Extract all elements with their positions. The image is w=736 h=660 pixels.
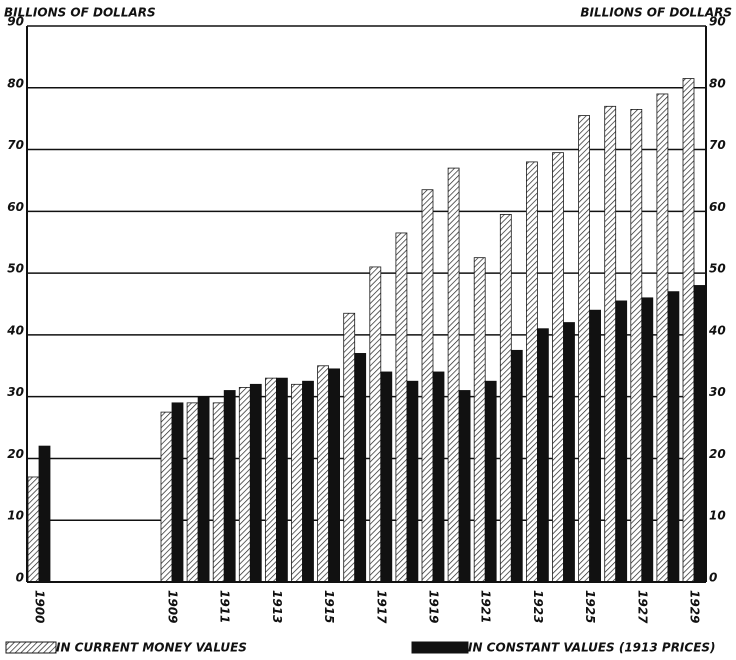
bar — [328, 368, 341, 583]
x-tick-label: 1913 — [270, 590, 284, 623]
bar — [275, 377, 288, 583]
x-tick-label: 1909 — [166, 590, 180, 623]
bar — [589, 309, 601, 583]
bar — [380, 371, 393, 583]
bar — [537, 328, 549, 583]
y-axis-title: BILLIONS OF DOLLARS — [4, 6, 156, 20]
bar — [197, 396, 210, 583]
bar — [693, 285, 706, 583]
legend-label: IN CURRENT MONEY VALUES — [56, 641, 247, 655]
bar — [264, 377, 277, 583]
bar — [238, 386, 251, 583]
bar — [291, 383, 303, 583]
y-tick-label: 70 — [7, 138, 24, 152]
y2-tick-label: 10 — [709, 509, 726, 523]
x-tick-label: 1900 — [33, 590, 47, 623]
bar — [473, 257, 486, 583]
bar — [552, 152, 564, 583]
legend: IN CURRENT MONEY VALUES IN CONSTANT VALUE… — [5, 641, 716, 655]
bar — [604, 105, 617, 583]
y-tick-label: 50 — [7, 262, 24, 276]
x-tick-label: 1915 — [322, 590, 336, 623]
bar — [447, 167, 460, 583]
y2-tick-label: 90 — [709, 15, 726, 29]
bar — [630, 109, 643, 583]
bar — [682, 78, 695, 583]
bar — [406, 380, 419, 583]
x-tick-label: 1923 — [531, 590, 545, 623]
x-tick-label: 1929 — [688, 590, 702, 623]
y-tick-label: 30 — [7, 385, 24, 399]
bar — [667, 291, 680, 583]
x-tick-label: 1917 — [374, 590, 388, 624]
bar — [171, 402, 184, 583]
x-tick-label: 1919 — [427, 590, 441, 623]
y-tick-label: 90 — [7, 15, 24, 29]
x-tick-label: 1927 — [635, 590, 649, 624]
y-tick-label: 60 — [7, 200, 24, 214]
bar — [395, 232, 408, 583]
bar — [160, 411, 173, 583]
y2-tick-label: 80 — [709, 76, 726, 90]
bar — [578, 115, 590, 583]
bar — [302, 380, 314, 583]
bar — [343, 312, 356, 583]
legend-swatch — [411, 641, 469, 654]
bar — [212, 402, 225, 583]
bar — [38, 445, 51, 583]
bar — [354, 353, 367, 583]
y2-tick-label: 50 — [709, 262, 726, 276]
bar — [526, 161, 538, 583]
bar — [249, 383, 262, 583]
y2-tick-label: 20 — [709, 447, 726, 461]
y-tick-label: 0 — [16, 571, 24, 585]
bar — [510, 349, 523, 583]
bar — [27, 476, 40, 583]
legend-swatch — [5, 641, 57, 654]
y-tick-label: 40 — [6, 323, 24, 337]
bar — [563, 322, 575, 583]
y2-tick-label: 60 — [709, 200, 726, 214]
legend-label: IN CONSTANT VALUES (1913 PRICES) — [468, 641, 716, 655]
x-tick-label: 1925 — [583, 590, 597, 623]
bar — [499, 214, 512, 583]
bar — [432, 371, 445, 583]
y2-tick-label: 70 — [709, 138, 726, 152]
x-tick-label: 1911 — [218, 590, 232, 623]
x-tick-label: 1921 — [479, 590, 493, 623]
bar — [421, 189, 434, 583]
y-tick-label: 80 — [7, 76, 24, 90]
bar — [223, 390, 236, 583]
bar — [656, 93, 669, 583]
y-tick-label: 10 — [7, 509, 24, 523]
y2-axis-title: BILLIONS OF DOLLARS — [580, 6, 732, 20]
bar — [369, 266, 382, 583]
bar — [484, 380, 497, 583]
bar — [458, 390, 471, 583]
y2-tick-label: 30 — [709, 385, 726, 399]
bar — [317, 365, 330, 583]
bar — [641, 297, 654, 583]
y2-tick-label: 0 — [709, 571, 717, 585]
bar — [615, 300, 628, 583]
y-tick-label: 20 — [7, 447, 24, 461]
y2-tick-label: 40 — [708, 323, 726, 337]
bar — [186, 402, 199, 583]
